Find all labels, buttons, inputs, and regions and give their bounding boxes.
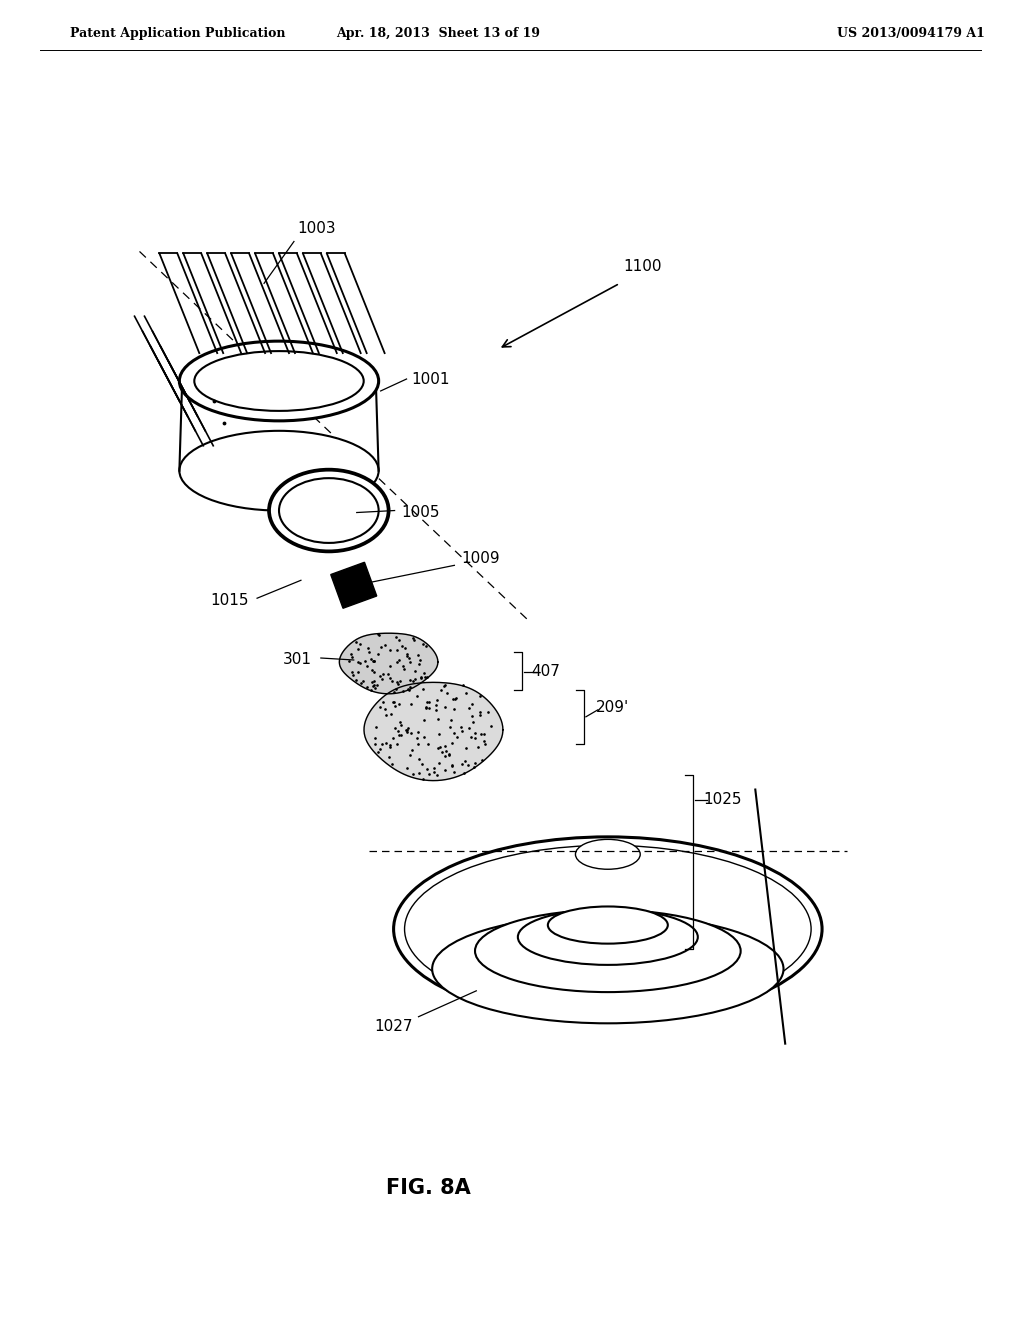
- Text: US 2013/0094179 A1: US 2013/0094179 A1: [837, 28, 985, 40]
- Text: 1003: 1003: [298, 220, 336, 236]
- Ellipse shape: [195, 351, 364, 411]
- Text: 407: 407: [531, 664, 560, 680]
- Text: 1001: 1001: [412, 371, 450, 387]
- Polygon shape: [339, 634, 438, 694]
- Text: 301: 301: [283, 652, 311, 668]
- Text: 1015: 1015: [210, 593, 249, 607]
- Polygon shape: [331, 562, 377, 609]
- Text: Patent Application Publication: Patent Application Publication: [70, 28, 286, 40]
- Ellipse shape: [475, 909, 740, 993]
- Text: 1009: 1009: [461, 550, 500, 566]
- Text: 209': 209': [596, 701, 630, 715]
- Ellipse shape: [179, 341, 379, 421]
- Text: 1027: 1027: [375, 1019, 413, 1034]
- Polygon shape: [364, 682, 503, 780]
- Ellipse shape: [279, 478, 379, 543]
- Ellipse shape: [432, 915, 783, 1023]
- Ellipse shape: [518, 909, 697, 965]
- Ellipse shape: [404, 845, 811, 1012]
- Ellipse shape: [575, 840, 640, 870]
- Text: 1025: 1025: [703, 792, 741, 807]
- Ellipse shape: [269, 470, 389, 552]
- Ellipse shape: [393, 837, 822, 1022]
- Text: FIG. 8A: FIG. 8A: [386, 1179, 471, 1199]
- Ellipse shape: [179, 430, 379, 511]
- Text: 1100: 1100: [624, 259, 662, 275]
- Ellipse shape: [548, 907, 668, 944]
- Text: 1005: 1005: [401, 506, 439, 520]
- Text: Apr. 18, 2013  Sheet 13 of 19: Apr. 18, 2013 Sheet 13 of 19: [337, 28, 541, 40]
